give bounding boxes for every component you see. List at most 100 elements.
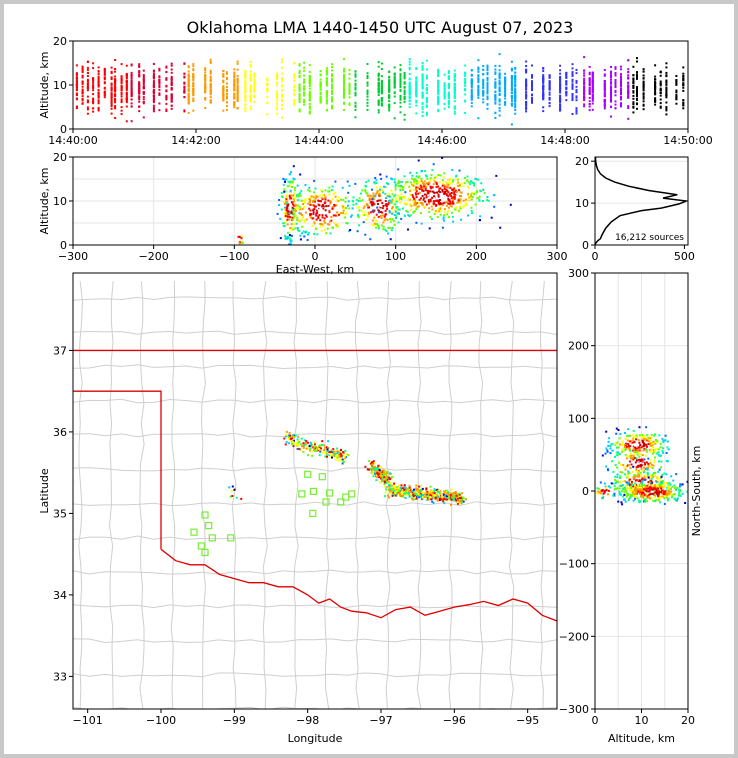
density-cell [284,216,287,219]
density-cell [393,484,396,487]
density-cell [415,182,418,185]
density-cell [320,208,323,211]
density-cell [468,182,471,185]
source-mark [591,108,594,111]
density-cell [465,498,467,501]
source-mark [510,75,513,77]
source-mark [443,107,446,110]
source-mark [209,75,212,78]
source-mark [494,81,497,84]
source-mark [415,104,418,107]
panhandle-border [73,390,162,550]
source-mark [103,96,106,99]
source-mark [110,77,113,80]
source-mark [138,71,141,74]
density-cell [391,193,394,196]
density-cell [437,174,440,176]
source-mark [81,65,84,68]
source-mark [303,103,306,106]
density-cell [424,187,427,190]
source-mark [447,70,450,73]
time-height-panel: 14:40:00 14:42:00 14:44:00 14:46:00 14:48:00… [38,35,713,147]
density-cell [426,493,429,496]
density-cell [327,204,330,207]
density-cell [363,214,366,217]
source-mark [415,80,418,83]
source-mark [610,100,612,103]
density-cell [307,447,310,450]
source-mark [152,110,155,113]
source-mark [415,112,418,115]
density-cell [445,496,448,499]
density-cell [451,495,454,498]
density-cell [320,449,323,452]
source-mark [620,91,622,94]
source-mark [388,91,391,94]
density-cell [459,185,462,188]
density-cell [433,492,436,495]
density-cell [305,211,307,214]
county-line [78,281,84,709]
density-cell [334,195,337,198]
density-cell [621,448,624,451]
source-mark [408,96,411,99]
source-mark [165,110,168,112]
density-cell [652,446,655,448]
source-mark [158,67,161,70]
source-mark [86,82,89,85]
source-mark [293,75,296,78]
source-mark [583,91,586,94]
density-cell [296,204,299,207]
source-mark [636,94,638,97]
source-mark [244,80,247,83]
source-mark [525,83,528,86]
density-cell [300,443,303,446]
source-mark [525,110,528,113]
density-cell [378,188,381,191]
county-line [293,281,299,709]
source-mark [408,83,411,86]
density-cell [383,185,385,188]
density-cell [324,455,327,458]
source-mark [610,88,612,91]
source-mark [610,72,612,75]
source-mark [281,80,283,83]
source-mark [443,73,446,76]
source-mark [453,85,456,88]
source-mark [408,66,411,69]
density-cell [280,195,283,198]
density-cell [651,443,654,446]
density-cell [627,443,630,445]
density-cell [399,196,402,199]
density-cell [284,234,287,237]
source-mark [627,92,630,95]
density-cell [352,200,355,203]
density-cell [408,215,411,218]
source-mark [486,95,489,98]
density-cell [482,200,484,202]
density-cell [326,450,329,452]
density-cell [305,447,308,450]
density-cell [424,189,427,191]
y-tick-label: 20 [575,155,589,168]
source-mark [81,71,84,74]
source-mark [138,86,141,89]
density-cell [358,197,361,200]
density-cell [342,212,344,214]
source-mark [447,77,450,80]
source-mark [253,88,256,91]
source-mark [125,99,128,102]
density-cell [437,199,439,202]
source-mark [249,95,252,98]
density-cell [448,199,451,201]
source-mark [92,67,95,70]
density-cell [451,492,454,495]
source-mark [575,72,578,75]
source-mark [542,94,545,97]
source-mark [614,103,617,106]
source-mark [204,86,207,89]
density-cell [444,495,446,498]
density-cell [279,237,282,240]
density-cell [284,178,287,181]
density-cell [344,449,347,452]
